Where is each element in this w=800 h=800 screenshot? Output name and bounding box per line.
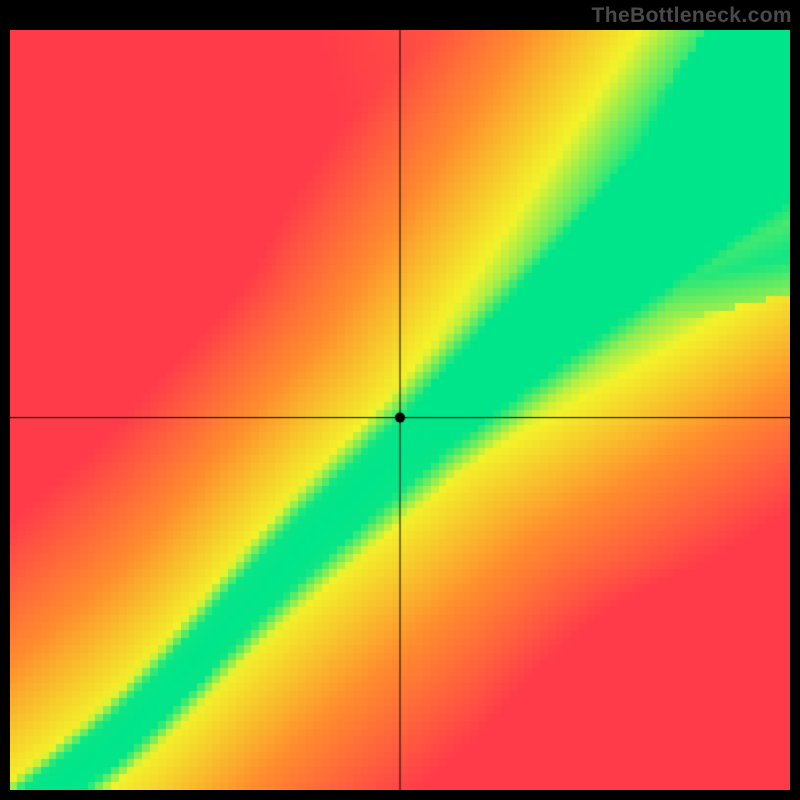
watermark-text: TheBottleneck.com — [591, 4, 792, 28]
heatmap-canvas — [10, 30, 790, 790]
bottleneck-heatmap-plot — [10, 30, 790, 790]
